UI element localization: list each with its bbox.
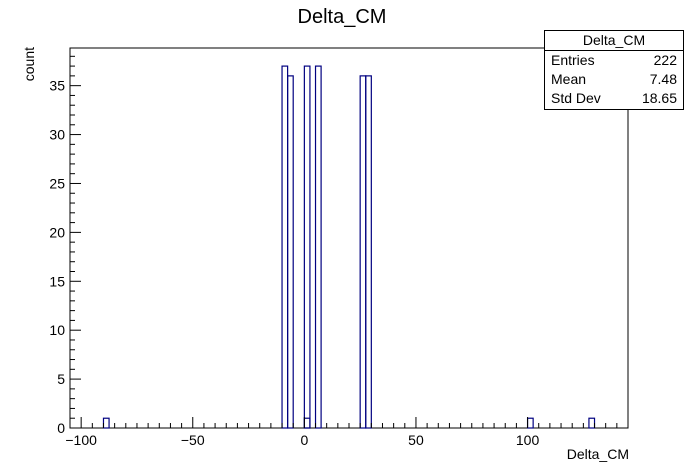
histogram-bar [588,417,596,429]
x-tick-label: −50 [181,432,205,448]
stats-title: Delta_CM [545,31,683,51]
y-tick-label: 35 [49,78,65,94]
stats-stddev-value: 18.65 [641,90,677,106]
x-tick-label: −100 [65,432,97,448]
stats-entries-label: Entries [551,52,595,68]
x-axis-label: Delta_CM [567,446,629,462]
y-tick-label: 5 [57,371,65,387]
histogram-bar [365,75,372,429]
stats-mean-label: Mean [551,71,587,87]
chart-title: Delta_CM [298,6,387,28]
x-tick-label: 0 [300,432,308,448]
histogram-bar [281,65,289,429]
x-axis: −100 −50 0 50 100 [65,417,629,448]
stats-stddev-label: Std Dev [551,90,601,106]
histogram-bar [303,65,311,429]
y-axis-label: count [21,47,37,81]
y-tick-label: 20 [49,224,65,240]
y-tick-label: 0 [57,420,65,436]
stats-row-entries: Entries 222 [545,51,683,70]
x-tick-label: 50 [408,432,424,448]
histogram-bar [359,75,367,429]
histogram-bar [102,417,110,429]
y-tick-label: 30 [49,127,65,143]
histogram-bar [287,75,294,429]
y-axis: 0 5 10 15 20 25 30 35 [49,55,81,436]
y-tick-label: 25 [49,175,65,191]
stats-mean-value: 7.48 [649,71,677,87]
y-tick-label: 15 [49,273,65,289]
histogram-bars [102,65,596,429]
stats-box: Delta_CM Entries 222 Mean 7.48 Std Dev 1… [544,30,684,110]
x-tick-label: 100 [516,432,540,448]
stats-entries-value: 222 [653,52,677,68]
histogram-bar [303,417,311,429]
stats-row-stddev: Std Dev 18.65 [545,89,683,108]
y-tick-label: 10 [49,322,65,338]
histogram-bar [526,417,534,429]
histogram-bar [314,65,322,429]
stats-row-mean: Mean 7.48 [545,70,683,89]
